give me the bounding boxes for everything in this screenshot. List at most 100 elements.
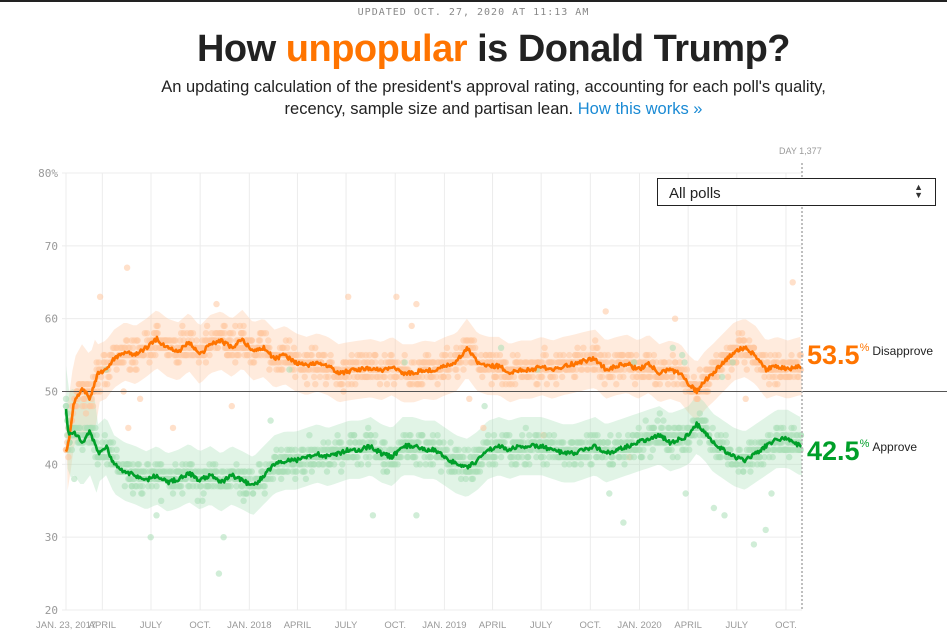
approve-poll-dot [330, 461, 338, 468]
disapprove-poll-dot [633, 351, 640, 359]
disapprove-poll-dot [741, 359, 748, 366]
approve-poll-dot [429, 461, 437, 468]
disapprove-poll-dot [129, 344, 137, 351]
approve-poll-dot [479, 461, 486, 468]
disapprove-poll-dot [601, 381, 608, 388]
disapprove-poll-dot [534, 381, 541, 388]
approve-poll-dot [306, 432, 313, 439]
x-tick-label: APRIL [674, 620, 701, 631]
approve-poll-dot [108, 446, 116, 453]
approve-poll-dot [460, 453, 467, 461]
approve-poll-dot [153, 483, 160, 490]
approve-poll-dot [465, 446, 472, 453]
disapprove-poll-dot [599, 373, 606, 381]
disapprove-poll-dot [166, 351, 173, 359]
approve-poll-dot [520, 439, 527, 446]
approve-readout: 42.5% Approve [807, 436, 917, 467]
approve-poll-dot [586, 453, 593, 461]
x-tick-label: JULY [530, 620, 553, 631]
approve-poll-dot [679, 351, 686, 359]
approve-poll-dot [650, 424, 658, 432]
approve-poll-dot [334, 432, 341, 439]
approve-poll-dot [198, 483, 205, 490]
trend-lines [62, 163, 947, 610]
disapprove-poll-dot [292, 373, 299, 381]
disapprove-poll-dot [348, 351, 355, 359]
disapprove-poll-dot [767, 351, 774, 359]
title-post: is Donald Trump? [467, 28, 790, 70]
approve-poll-dot [756, 453, 763, 461]
disapprove-poll-dot [566, 351, 573, 359]
disapprove-poll-dot [671, 359, 679, 366]
approve-poll-dot [774, 432, 781, 439]
disapprove-poll-dot [189, 330, 197, 337]
disapprove-poll-dot [609, 359, 616, 366]
updated-timestamp: UPDATED OCT. 27, 2020 AT 11:13 AM [357, 7, 590, 18]
disapprove-poll-dot [310, 373, 318, 381]
approve-poll-dot [370, 439, 378, 446]
approve-poll-dot [535, 432, 542, 439]
how-this-works-link[interactable]: How this works » [577, 100, 703, 118]
disapprove-poll-dot [789, 279, 796, 286]
approve-poll-dot [560, 439, 567, 446]
title-highlight: unpopular [285, 28, 468, 70]
approve-poll-dot [607, 432, 614, 439]
disapprove-poll-dot [541, 344, 548, 351]
disapprove-poll-dot [265, 337, 272, 344]
y-tick-label: 60 [45, 313, 58, 326]
approve-poll-dot [347, 439, 354, 446]
disapprove-value: 53.5 [807, 340, 860, 370]
disapprove-poll-dot [312, 344, 319, 351]
disapprove-poll-dot [408, 322, 415, 330]
approve-poll-dot [718, 373, 726, 381]
disapprove-poll-dot [559, 373, 566, 381]
approve-label: Approve [872, 440, 918, 454]
approve-poll-dot [609, 461, 616, 468]
approve-poll-dot [604, 439, 612, 446]
approve-poll-dot [762, 526, 769, 534]
approve-poll-dot [338, 468, 345, 475]
approve-poll-dot [606, 490, 613, 497]
title-pre: How [196, 28, 286, 70]
approve-poll-dot [703, 424, 711, 432]
disapprove-poll-dot [206, 351, 213, 359]
approve-poll-dot [79, 446, 86, 453]
disapprove-poll-dot [653, 359, 660, 366]
approve-poll-dot [199, 497, 206, 504]
disapprove-poll-dot [290, 344, 298, 351]
disapprove-poll-dot [419, 373, 426, 381]
disapprove-poll-dot [457, 359, 465, 366]
approve-poll-dot [93, 432, 100, 439]
approve-poll-dot [717, 432, 725, 439]
disapprove-poll-dot [321, 351, 328, 359]
disapprove-poll-dot [453, 344, 460, 351]
disapprove-poll-dot [154, 322, 161, 330]
approve-poll-dot [659, 424, 666, 432]
disapprove-poll-dot [669, 351, 676, 359]
approve-poll-dot [129, 490, 137, 497]
top-rule [0, 0, 947, 2]
disapprove-poll-dot [401, 351, 408, 359]
approve-poll-dot [736, 446, 743, 453]
approve-poll-dot [654, 417, 661, 424]
disapprove-poll-dot [774, 381, 781, 388]
disapprove-poll-dot [445, 373, 452, 381]
disapprove-poll-dot [766, 381, 773, 388]
approve-poll-dot [440, 439, 447, 446]
approve-poll-dot [609, 453, 616, 461]
approve-poll-dot [550, 432, 558, 439]
approve-poll-dot [427, 453, 434, 461]
approve-poll-dot [256, 461, 264, 468]
approve-poll-dot [533, 453, 540, 461]
approve-poll-dot [722, 432, 729, 439]
approve-poll-dot [158, 497, 165, 504]
approve-poll-dot [302, 475, 310, 483]
approve-poll-dot [740, 468, 747, 475]
disapprove-poll-dot [345, 293, 352, 300]
disapprove-poll-dot [502, 359, 509, 366]
approve-poll-dot [481, 402, 488, 410]
poll-filter-select[interactable]: All polls ▲ ▼ [657, 178, 936, 206]
approve-poll-dot [278, 475, 285, 483]
x-tick-label: APRIL [89, 620, 116, 631]
